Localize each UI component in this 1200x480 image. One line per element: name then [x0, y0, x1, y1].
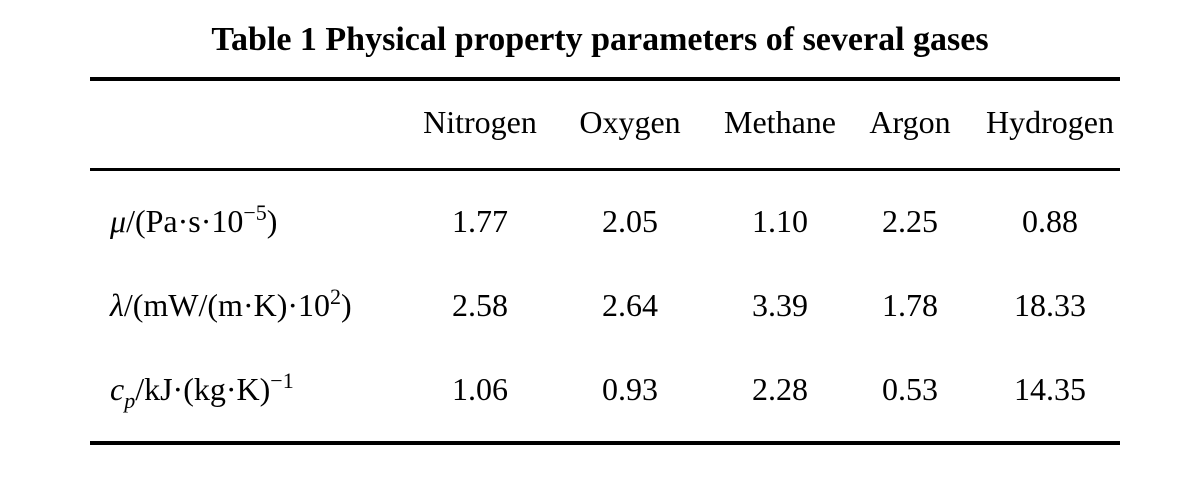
- conductivity-exponent: 2: [330, 284, 342, 309]
- specific-heat-unit: /kJ·(kg·K): [135, 371, 271, 407]
- table-cell: 2.28: [752, 371, 808, 407]
- table-cell: 2.64: [602, 287, 658, 323]
- table-row-specific-heat: cp/kJ·(kg·K)−1 1.06 0.93 2.28 0.53 14.35: [0, 367, 1200, 413]
- specific-heat-symbol: c: [110, 371, 125, 407]
- table-cell: 0.88: [1022, 203, 1078, 239]
- table-cell: 3.39: [752, 287, 808, 323]
- conductivity-unit: /(mW/(m·K)·10: [123, 287, 331, 323]
- column-header-nitrogen: Nitrogen: [423, 104, 537, 140]
- table-cell: 1.77: [452, 203, 508, 239]
- bottom-rule: [90, 441, 1120, 445]
- table-cell: 2.58: [452, 287, 508, 323]
- table-cell: 0.93: [602, 371, 658, 407]
- row-label-thermal-conductivity: λ/(mW/(m·K)·102): [110, 283, 352, 327]
- table-row-thermal-conductivity: λ/(mW/(m·K)·102) 2.58 2.64 3.39 1.78 18.…: [0, 283, 1200, 327]
- table-cell: 2.05: [602, 203, 658, 239]
- specific-heat-subscript: p: [124, 388, 136, 413]
- viscosity-symbol: μ: [110, 203, 127, 239]
- table-cell: 0.53: [882, 371, 938, 407]
- table-cell: 1.06: [452, 371, 508, 407]
- table-header-row: Nitrogen Oxygen Methane Argon Hydrogen: [0, 100, 1200, 144]
- table-cell: 14.35: [1014, 371, 1086, 407]
- viscosity-close-paren: ): [266, 203, 278, 239]
- column-header-oxygen: Oxygen: [579, 104, 681, 140]
- row-label-viscosity: μ/(Pa·s·10−5): [110, 199, 277, 243]
- table-cell: 1.10: [752, 203, 808, 239]
- row-label-specific-heat: cp/kJ·(kg·K)−1: [110, 367, 294, 413]
- top-rule: [90, 77, 1120, 81]
- table-row-viscosity: μ/(Pa·s·10−5) 1.77 2.05 1.10 2.25 0.88: [0, 199, 1200, 243]
- conductivity-symbol: λ: [110, 287, 124, 323]
- table-cell: 1.78: [882, 287, 938, 323]
- column-header-argon: Argon: [869, 104, 951, 140]
- specific-heat-exponent: −1: [270, 368, 294, 393]
- table-cell: 18.33: [1014, 287, 1086, 323]
- header-rule: [90, 168, 1120, 171]
- viscosity-exponent: −5: [243, 200, 267, 225]
- viscosity-unit: /(Pa·s·10: [126, 203, 244, 239]
- column-header-methane: Methane: [724, 104, 836, 140]
- table-caption: Table 1 Physical property parameters of …: [211, 21, 989, 58]
- column-header-hydrogen: Hydrogen: [986, 104, 1114, 140]
- table-cell: 2.25: [882, 203, 938, 239]
- conductivity-close-paren: ): [341, 287, 352, 323]
